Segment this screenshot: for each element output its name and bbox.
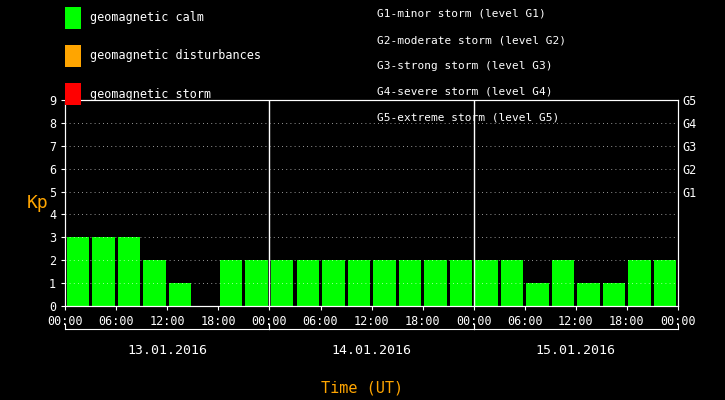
Bar	[322, 260, 344, 306]
Bar	[92, 237, 115, 306]
Bar	[169, 283, 191, 306]
Bar	[220, 260, 242, 306]
Text: G1-minor storm (level G1): G1-minor storm (level G1)	[377, 9, 546, 19]
Bar	[67, 237, 89, 306]
Bar	[118, 237, 141, 306]
Bar	[373, 260, 396, 306]
Bar	[501, 260, 523, 306]
Bar	[629, 260, 651, 306]
Text: geomagnetic storm: geomagnetic storm	[90, 88, 211, 100]
Text: G2-moderate storm (level G2): G2-moderate storm (level G2)	[377, 35, 566, 45]
Bar	[577, 283, 600, 306]
Y-axis label: Kp: Kp	[27, 194, 49, 212]
Bar	[399, 260, 421, 306]
Text: Time (UT): Time (UT)	[321, 380, 404, 396]
Bar	[552, 260, 574, 306]
Bar	[450, 260, 472, 306]
Text: G3-strong storm (level G3): G3-strong storm (level G3)	[377, 61, 552, 71]
Text: geomagnetic calm: geomagnetic calm	[90, 12, 204, 24]
Bar	[526, 283, 549, 306]
Bar	[271, 260, 294, 306]
Bar	[347, 260, 370, 306]
Text: G5-extreme storm (level G5): G5-extreme storm (level G5)	[377, 113, 559, 123]
Text: G4-severe storm (level G4): G4-severe storm (level G4)	[377, 87, 552, 97]
Text: geomagnetic disturbances: geomagnetic disturbances	[90, 50, 261, 62]
Bar	[602, 283, 625, 306]
Bar	[297, 260, 319, 306]
Text: 15.01.2016: 15.01.2016	[536, 344, 616, 356]
Bar	[144, 260, 166, 306]
Bar	[424, 260, 447, 306]
Text: 14.01.2016: 14.01.2016	[331, 344, 412, 356]
Bar	[654, 260, 676, 306]
Bar	[475, 260, 497, 306]
Bar	[246, 260, 268, 306]
Text: 13.01.2016: 13.01.2016	[128, 344, 207, 356]
